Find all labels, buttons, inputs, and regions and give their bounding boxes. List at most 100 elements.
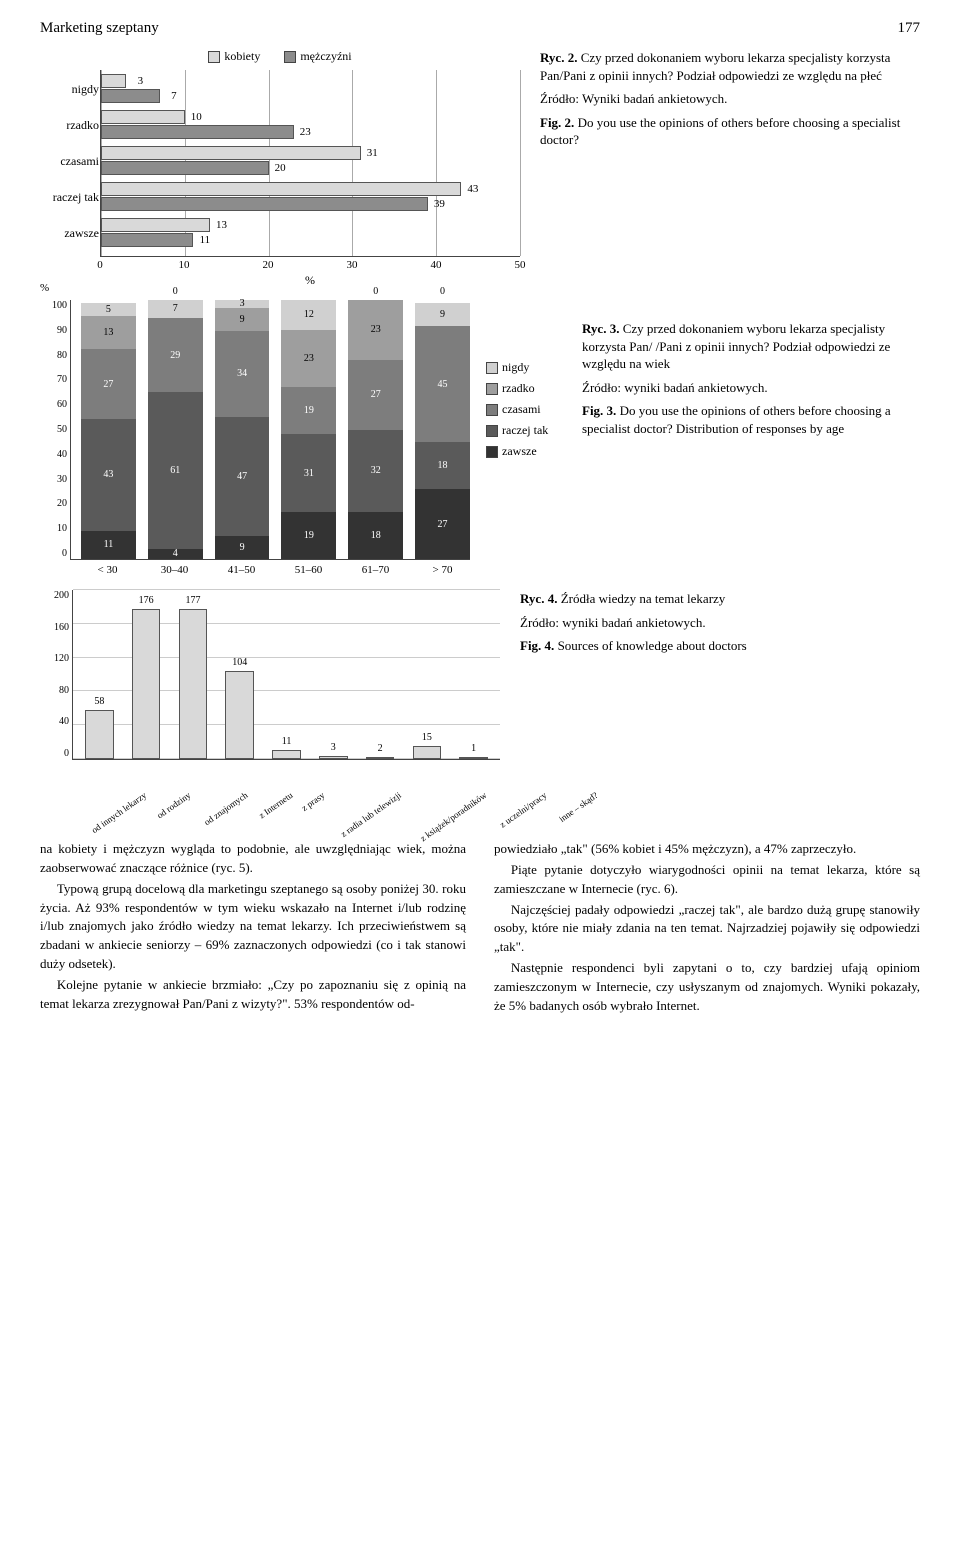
fig2-chart: kobiety mężczyźni nigdy37rzadko1023czasa… — [40, 49, 520, 288]
fig3-chart: % 1009080706050403020100 114327135461297… — [40, 300, 470, 576]
ytick: 60 — [43, 399, 67, 410]
vbar-fill — [459, 757, 488, 759]
vbar-col: 58 — [79, 710, 120, 759]
stack-seg-nigdy: 5 — [81, 303, 136, 316]
fig4-cap-en-bold: Fig. 4. — [520, 638, 554, 653]
fig4-cap-pl-bold: Ryc. 4. — [520, 591, 557, 606]
stack-xlabel: 61–70 — [348, 564, 403, 576]
fig2-cap-pl: Czy przed dokonaniem wyboru lekarza spec… — [540, 50, 890, 83]
hbar-value: 43 — [467, 183, 478, 195]
body-para: na kobiety i mężczyzn wygląda to podobni… — [40, 840, 466, 878]
ytick: 0 — [43, 748, 69, 759]
stack-xlabel: 51–60 — [281, 564, 336, 576]
hbar-label: czasami — [43, 154, 99, 169]
page-number: 177 — [898, 20, 921, 37]
fig3-xlabels: < 3030–4041–5051–6061–70> 70 — [70, 564, 470, 576]
fig2-cap-pl-bold: Ryc. 2. — [540, 50, 577, 65]
stack-col: 9473493 — [215, 300, 270, 559]
body-para: Kolejne pytanie w ankiecie brzmiało: „Cz… — [40, 976, 466, 1014]
page-header: Marketing szeptany 177 — [40, 20, 920, 37]
ytick: 20 — [43, 498, 67, 509]
hbar-mezczyzni: 7 — [101, 89, 160, 103]
fig4-yaxis: 20016012080400 — [43, 590, 69, 759]
vbar-col: 177 — [173, 609, 214, 759]
hbar-mezczyzni: 11 — [101, 233, 193, 247]
stack-seg-zawsze: 11 — [81, 531, 136, 559]
swatch-kobiety — [208, 51, 220, 63]
stack-seg-czasami: 19 — [281, 387, 336, 434]
vbar-value: 177 — [173, 595, 214, 606]
hbar-value: 7 — [171, 90, 177, 102]
hbar-label: raczej tak — [43, 190, 99, 205]
stack-seg-nigdy: 12 — [281, 300, 336, 330]
fig2-block: kobiety mężczyźni nigdy37rzadko1023czasa… — [40, 49, 920, 288]
fig2-caption: Ryc. 2. Czy przed dokonaniem wyboru leka… — [540, 49, 920, 288]
fig4-caption: Ryc. 4. Źródła wiedzy na temat lekarzy Ź… — [520, 590, 920, 822]
ytick: 30 — [43, 474, 67, 485]
fig2-legend: kobiety mężczyźni — [40, 49, 520, 64]
stack-seg-czasami: 27 — [81, 349, 136, 419]
legend-kobiety-label: kobiety — [224, 49, 260, 64]
hbar-label: nigdy — [43, 82, 99, 97]
stack-seg-czasami: 34 — [215, 331, 270, 417]
ytick: 40 — [43, 716, 69, 727]
hbar-kobiety: 13 — [101, 218, 210, 232]
stack-seg-rzadko: 13 — [81, 316, 136, 350]
stack-seg-czasami: 45 — [415, 326, 470, 443]
hbar-mezczyzni: 39 — [101, 197, 428, 211]
fig4-cap-pl: Źródła wiedzy na temat lekarzy — [557, 591, 725, 606]
fig3-cap-en: Do you use the opinions of others before… — [582, 403, 891, 436]
stack-seg-raczej_tak: 47 — [215, 417, 270, 536]
ytick: 90 — [43, 325, 67, 336]
stack-seg-rzadko: 9 — [215, 308, 270, 331]
body-para: Następnie respondenci byli zapytani o to… — [494, 959, 920, 1016]
body-para: Typową grupą docelową dla marketingu sze… — [40, 880, 466, 974]
vbar-xlabel: z prasy — [299, 790, 326, 813]
ytick: 10 — [43, 523, 67, 534]
ytick: 80 — [43, 350, 67, 361]
swatch-rzadko — [486, 383, 498, 395]
vbar-fill — [366, 757, 395, 759]
legend-nigdy: nigdy — [486, 360, 566, 375]
body-para: powiedziało „tak" (56% kobiet i 45% mężc… — [494, 840, 920, 859]
stack-seg-nigdy: 3 — [215, 300, 270, 308]
fig3-legend: nigdyrzadkoczasamiraczej takzawsze — [486, 300, 566, 465]
legend-kobiety: kobiety — [208, 49, 260, 64]
stack-seg-raczej_tak: 18 — [415, 442, 470, 489]
hbar-mezczyzni: 23 — [101, 125, 294, 139]
hbar-kobiety: 31 — [101, 146, 361, 160]
stack-seg-raczej_tak: 61 — [148, 392, 203, 548]
fig4-src: Źródło: wyniki badań ankietowych. — [520, 614, 920, 632]
stack-xlabel: < 30 — [80, 564, 135, 576]
fig4-block: 20016012080400 581761771041132151 od inn… — [40, 590, 920, 822]
hbar-group: czasami3120 — [101, 146, 520, 176]
ytick: 70 — [43, 374, 67, 385]
hbar-group: rzadko1023 — [101, 110, 520, 140]
legend-label: zawsze — [502, 444, 537, 459]
fig4-cap-en: Sources of knowledge about doctors — [554, 638, 746, 653]
vbar-fill — [319, 756, 348, 759]
body-para: Najczęściej padały odpowiedzi „raczej ta… — [494, 901, 920, 958]
vbar-xlabel: z radia lub telewizji — [339, 790, 403, 839]
ytick: 80 — [43, 685, 69, 696]
vbar-col: 104 — [219, 671, 260, 759]
stack-seg-czasami: 27 — [348, 360, 403, 430]
hbar-group: raczej tak4339 — [101, 182, 520, 212]
hbar-kobiety: 10 — [101, 110, 185, 124]
hbar-value: 11 — [200, 234, 211, 246]
vbar-xlabel: od znajomych — [202, 790, 249, 827]
legend-zawsze: zawsze — [486, 444, 566, 459]
vbar-value: 58 — [79, 696, 120, 707]
stack-col: 1931192312 — [281, 300, 336, 559]
hbar-value: 3 — [138, 75, 144, 87]
ytick: 160 — [43, 622, 69, 633]
ytick: 50 — [43, 424, 67, 435]
stack-seg-raczej_tak: 32 — [348, 430, 403, 513]
fig2-cap-en: Do you use the opinions of others before… — [540, 115, 900, 148]
vbar-fill — [272, 750, 301, 759]
fig3-block: % 1009080706050403020100 114327135461297… — [40, 300, 920, 576]
fig3-yaxis: 1009080706050403020100 — [43, 300, 67, 559]
hbar-label: rzadko — [43, 118, 99, 133]
hbar-value: 39 — [434, 198, 445, 210]
hbar-group: nigdy37 — [101, 74, 520, 104]
